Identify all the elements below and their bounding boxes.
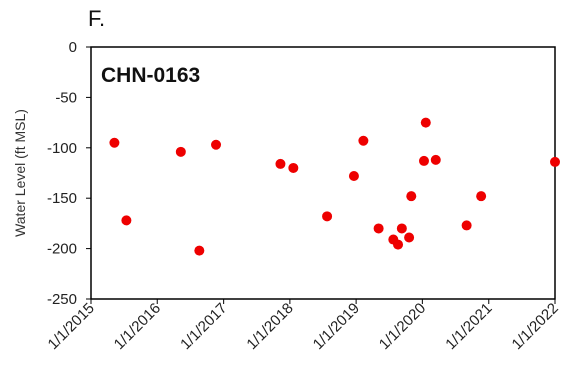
data-points — [109, 117, 560, 256]
data-point — [430, 154, 441, 165]
x-tick-labels: 1/1/2015 1/1/2016 1/1/2017 1/1/2018 1/1/2019… — [45, 300, 562, 353]
y-tick-label: 0 — [69, 39, 77, 56]
plot-area — [90, 46, 556, 300]
data-point — [358, 135, 369, 146]
data-point — [194, 245, 205, 256]
data-point — [275, 158, 286, 169]
x-tick-label: 1/1/2022 — [509, 300, 562, 353]
x-tick-label: 1/1/2019 — [310, 300, 363, 353]
y-axis-title: Water Level (ft MSL) — [12, 109, 28, 237]
data-point — [461, 220, 472, 231]
y-tick-label: -200 — [47, 241, 77, 258]
data-point — [404, 232, 415, 243]
x-tick-label: 1/1/2018 — [243, 300, 296, 353]
x-tick-label: 1/1/2020 — [376, 300, 429, 353]
y-tick-label: -100 — [47, 140, 77, 157]
x-tick-label: 1/1/2017 — [177, 300, 230, 353]
data-point — [476, 191, 487, 202]
data-point — [109, 137, 120, 148]
data-point — [550, 156, 560, 167]
y-tick-label: -150 — [47, 190, 77, 207]
data-point — [348, 171, 359, 182]
data-point — [211, 139, 222, 150]
data-point — [175, 146, 186, 157]
y-tick-labels: 0 -50 -100 -150 -200 -250 — [47, 39, 77, 308]
data-point — [322, 211, 333, 222]
data-point — [393, 239, 404, 250]
y-tick-label: -250 — [47, 291, 77, 308]
plot-title: CHN-0163 — [101, 64, 200, 87]
y-tick-label: -50 — [55, 89, 77, 106]
x-tick-label: 1/1/2021 — [442, 300, 495, 353]
panel-label: F. — [88, 6, 105, 31]
data-point — [418, 155, 429, 166]
data-point — [420, 117, 431, 128]
data-point — [396, 223, 407, 234]
data-point — [373, 223, 384, 234]
axis-ticks — [86, 46, 556, 304]
data-point — [288, 162, 299, 173]
data-point — [406, 191, 417, 202]
x-tick-label: 1/1/2016 — [111, 300, 164, 353]
data-point — [121, 215, 132, 226]
